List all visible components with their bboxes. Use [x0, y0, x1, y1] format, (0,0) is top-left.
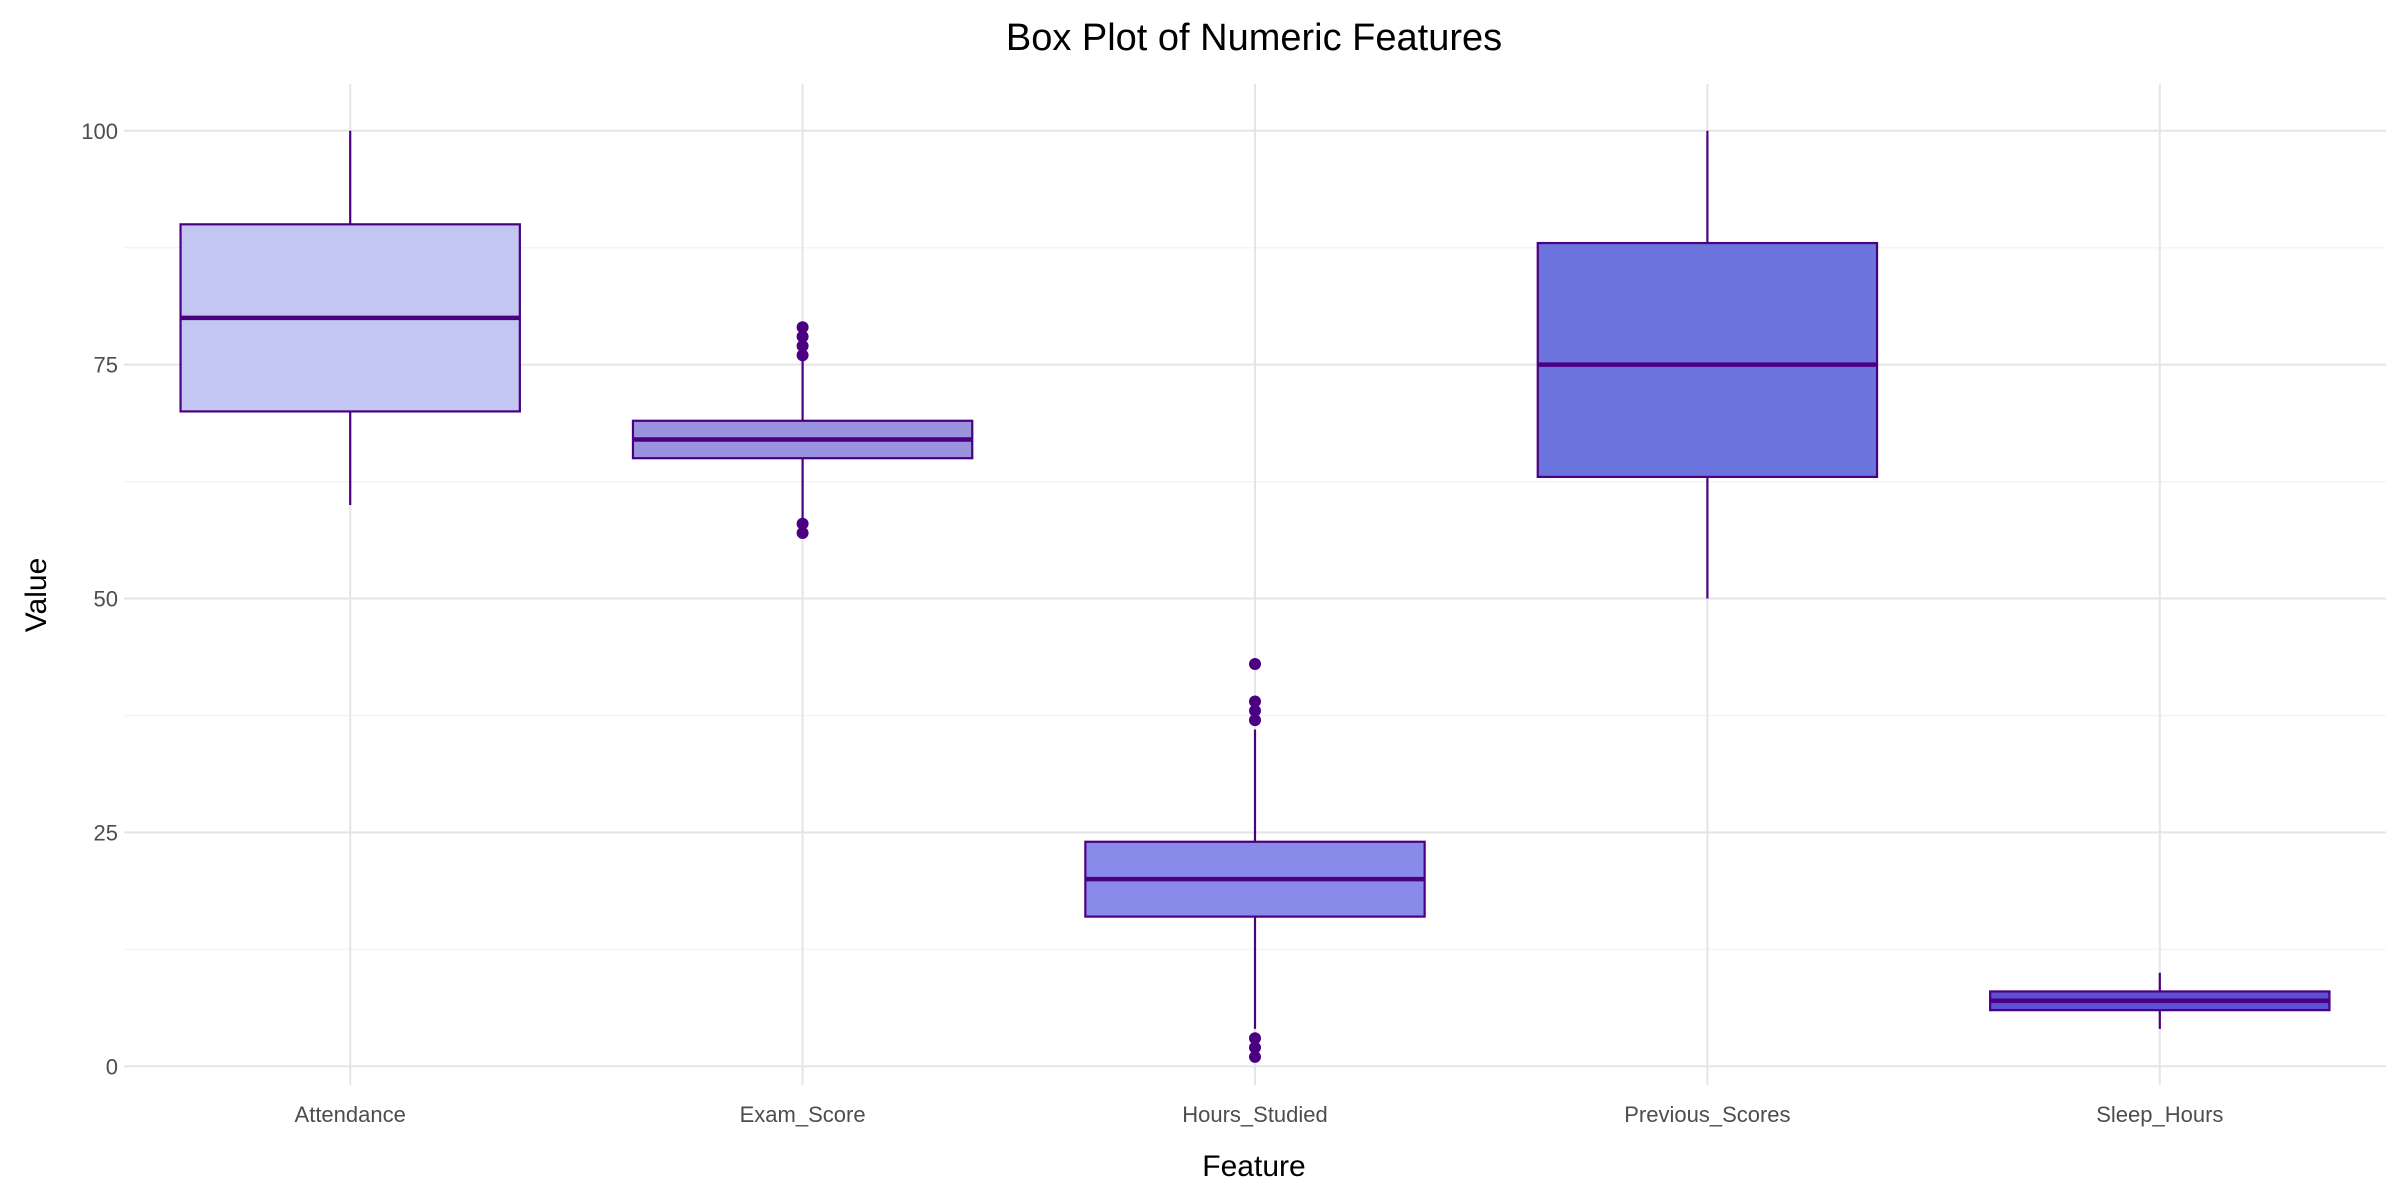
y-tick-label: 25: [94, 820, 118, 845]
x-tick-label: Sleep_Hours: [2096, 1102, 2223, 1127]
x-axis-ticks: Attendance Exam_Score Hours_Studied Previou…: [295, 1102, 2224, 1127]
box-hours-studied: [1084, 658, 1426, 1063]
outlier-point: [1249, 1041, 1261, 1054]
y-tick-label: 50: [94, 587, 118, 612]
y-tick-label: 100: [81, 119, 118, 144]
x-tick-label: Exam_Score: [740, 1102, 866, 1127]
outlier-point: [796, 517, 809, 530]
x-tick-label: Attendance: [295, 1102, 406, 1127]
box-sleep-hours: [1989, 972, 2331, 1029]
outlier-point: [1249, 1032, 1261, 1045]
y-tick-label: 75: [94, 353, 118, 378]
outlier-point: [796, 321, 809, 334]
outlier-point: [1249, 658, 1261, 671]
outlier-point: [796, 339, 809, 352]
outlier-point: [1249, 714, 1261, 727]
outlier-point: [1249, 695, 1261, 708]
iqr-box: [1536, 241, 1879, 479]
y-tick-label: 0: [106, 1054, 118, 1079]
y-axis-title: Value: [20, 558, 53, 633]
boxes-layer: [179, 130, 2331, 1063]
chart-title: Box Plot of Numeric Features: [1006, 17, 1502, 59]
outlier-point: [1249, 704, 1261, 717]
box-attendance: [179, 130, 521, 505]
outlier-point: [796, 349, 809, 362]
y-axis-ticks: 0 25 50 75 100: [81, 119, 118, 1080]
outlier-point: [796, 330, 809, 343]
box-previous-scores: [1536, 130, 1879, 599]
outlier-point: [1249, 1050, 1261, 1063]
box-exam-score: [631, 321, 974, 540]
x-axis-title: Feature: [1202, 1150, 1305, 1183]
outlier-point: [796, 527, 809, 540]
x-tick-label: Previous_Scores: [1624, 1102, 1790, 1127]
x-tick-label: Hours_Studied: [1182, 1102, 1328, 1127]
